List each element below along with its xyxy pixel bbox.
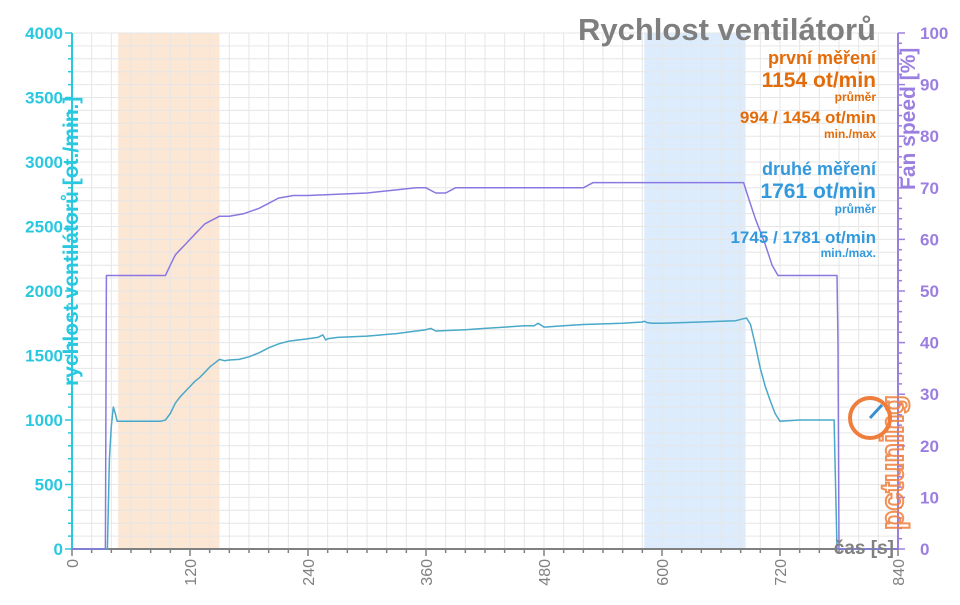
y2-tick-label: 60	[920, 230, 939, 249]
y-tick-label: 3000	[25, 153, 63, 172]
y2-tick-label: 20	[920, 437, 939, 456]
y-axis-label: rychlost ventilátorů [ot./min.]	[60, 97, 83, 386]
y-tick-label: 3500	[25, 89, 63, 108]
watermark-text: pctuning	[874, 395, 910, 530]
first-measurement-avg-label: průměr	[835, 90, 877, 104]
chart-title: Rychlost ventilátorů	[578, 12, 876, 47]
y-tick-label: 2000	[25, 282, 63, 301]
second-measurement-avg-label: průměr	[835, 202, 877, 216]
x-tick-label: 240	[301, 559, 318, 586]
second-measurement-label: druhé měření	[762, 159, 877, 179]
second-measurement-minmax-label: min./max.	[821, 246, 876, 260]
second-measurement-avg: 1761 ot/min	[760, 180, 876, 203]
pctuning-logo-icon: pctuning	[848, 394, 911, 531]
y2-tick-label: 90	[920, 76, 939, 95]
data-series	[72, 181, 898, 550]
first-measurement-minmax-label: min./max	[824, 127, 876, 141]
x-tick-label: 480	[537, 559, 554, 586]
x-tick-label: 600	[655, 559, 672, 586]
first-measurement-minmax: 994 / 1454 ot/min	[740, 108, 876, 127]
axes: 0500100015002000250030003500400001020304…	[25, 24, 948, 586]
y2-tick-label: 50	[920, 282, 939, 301]
x-axis-label: čas [s]	[834, 538, 894, 559]
y-tick-label: 2500	[25, 218, 63, 237]
y2-tick-label: 10	[920, 488, 939, 507]
y2-axis-label: Fan speed [%]	[897, 48, 920, 190]
y-tick-label: 500	[35, 476, 63, 495]
y2-tick-label: 40	[920, 334, 939, 353]
y2-tick-label: 0	[920, 540, 929, 559]
fan-speed-percent-line	[72, 181, 898, 550]
y-tick-label: 4000	[25, 24, 63, 43]
x-tick-label: 120	[183, 559, 200, 586]
x-tick-label: 840	[891, 559, 908, 586]
grid	[71, 32, 899, 550]
x-tick-label: 360	[419, 559, 436, 586]
y2-tick-label: 30	[920, 385, 939, 404]
x-tick-label: 0	[65, 559, 82, 568]
first-measurement-label: první měření	[768, 48, 877, 68]
y2-tick-label: 70	[920, 179, 939, 198]
y2-tick-label: 80	[920, 127, 939, 146]
x-tick-label: 720	[773, 559, 790, 586]
y-tick-label: 1000	[25, 411, 63, 430]
second-measurement-minmax: 1745 / 1781 ot/min	[730, 228, 876, 247]
first-measurement-avg: 1154 ot/min	[762, 69, 876, 92]
fan-rpm-line	[72, 317, 898, 550]
y-tick-label: 0	[54, 540, 63, 559]
y-tick-label: 1500	[25, 347, 63, 366]
y2-tick-label: 100	[920, 24, 948, 43]
